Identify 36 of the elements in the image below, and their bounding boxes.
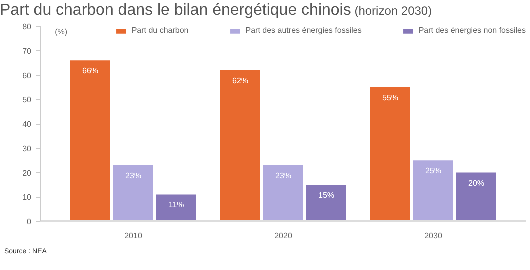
x-tick-label: 2020	[274, 232, 293, 240]
x-tick-label: 2010	[124, 232, 143, 240]
bar	[456, 172, 496, 222]
y-tick-label: 30	[22, 144, 32, 154]
x-tick-label: 2030	[424, 232, 443, 240]
y-tick-label: 80	[22, 22, 32, 32]
y-tick-label: 40	[22, 120, 32, 129]
data-label: 66%	[82, 66, 99, 76]
data-label: 15%	[318, 190, 335, 200]
chart-subtitle: (horizon 2030)	[354, 4, 432, 18]
bar	[220, 70, 260, 222]
y-tick-label: 0	[27, 218, 32, 226]
chart-title: Part du charbon dans le bilan énergétique chinois	[0, 2, 352, 19]
data-label: 20%	[468, 178, 485, 188]
legend-label: Part des autres énergies fossiles	[246, 26, 362, 35]
y-axis-title: (%)	[55, 28, 68, 36]
y-tick-label: 20	[22, 168, 32, 178]
y-tick-label: 50	[22, 96, 32, 105]
data-label: 23%	[275, 171, 292, 180]
bar	[156, 194, 196, 222]
legend-label: Part du charbon	[132, 26, 189, 35]
data-label: 11%	[168, 200, 184, 210]
bar	[70, 60, 110, 222]
bar	[306, 184, 346, 222]
data-label: 25%	[425, 166, 442, 176]
y-tick-label: 60	[22, 71, 32, 80]
bar	[414, 160, 454, 222]
y-tick-label: 70	[22, 46, 32, 56]
bar	[114, 165, 154, 222]
bar	[370, 87, 410, 222]
data-label: 62%	[232, 76, 249, 86]
data-label: 55%	[382, 93, 399, 102]
data-label: 23%	[125, 171, 142, 180]
y-tick-label: 10	[22, 193, 32, 202]
legend-label: Part des énergies non fossiles	[418, 26, 526, 35]
bar	[264, 165, 304, 222]
